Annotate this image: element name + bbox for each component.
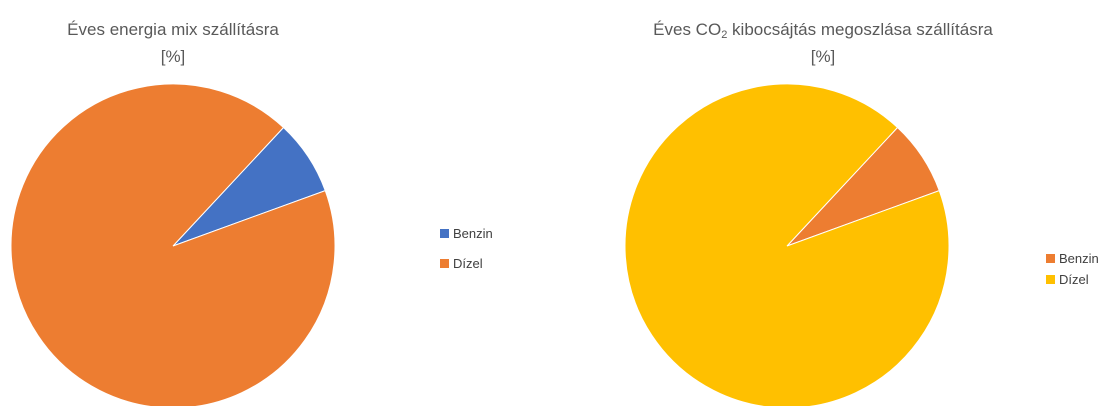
legend-swatch-dizel: [1046, 274, 1055, 284]
energy-mix-chart: Éves energia mix szállításra [%] Benzin …: [0, 0, 540, 406]
legend-swatch-dizel: [440, 258, 449, 268]
chart-title: Éves CO2 kibocsájtás megoszlása szállítá…: [560, 16, 1086, 70]
co2-emission-chart: Éves CO2 kibocsájtás megoszlása szállítá…: [560, 0, 1118, 406]
legend-label-dizel: Dízel: [1059, 271, 1089, 287]
pie-chart: [10, 83, 336, 406]
chart-title: Éves energia mix szállításra [%]: [0, 16, 346, 70]
legend-label-dizel: Dízel: [453, 255, 483, 271]
legend-item-benzin: Benzin: [440, 225, 493, 241]
chart-title-line2: [%]: [810, 47, 836, 66]
legend-label-benzin: Benzin: [1059, 250, 1099, 266]
pie-chart: [624, 83, 950, 406]
legend: Benzin Dízel: [440, 225, 493, 285]
legend-swatch-benzin: [1046, 253, 1055, 263]
pie-slice-d-zel: [10, 83, 336, 406]
legend-label-benzin: Benzin: [453, 225, 493, 241]
chart-title-line1: Éves energia mix szállításra: [67, 20, 279, 39]
chart-title-line1: Éves CO2 kibocsájtás megoszlása szállítá…: [560, 16, 1086, 43]
pie-slice-d-zel: [624, 83, 950, 406]
legend: Benzin Dízel: [1046, 250, 1099, 292]
chart-title-post: kibocsájtás megoszlása szállításra: [727, 20, 993, 39]
chart-title-subscript: 2: [721, 29, 728, 41]
legend-item-dizel: Dízel: [440, 255, 493, 271]
chart-title-pre: Éves CO: [653, 20, 722, 39]
legend-item-benzin: Benzin: [1046, 250, 1099, 266]
legend-swatch-benzin: [440, 228, 449, 238]
chart-title-line2: [%]: [160, 47, 186, 66]
legend-item-dizel: Dízel: [1046, 271, 1099, 287]
